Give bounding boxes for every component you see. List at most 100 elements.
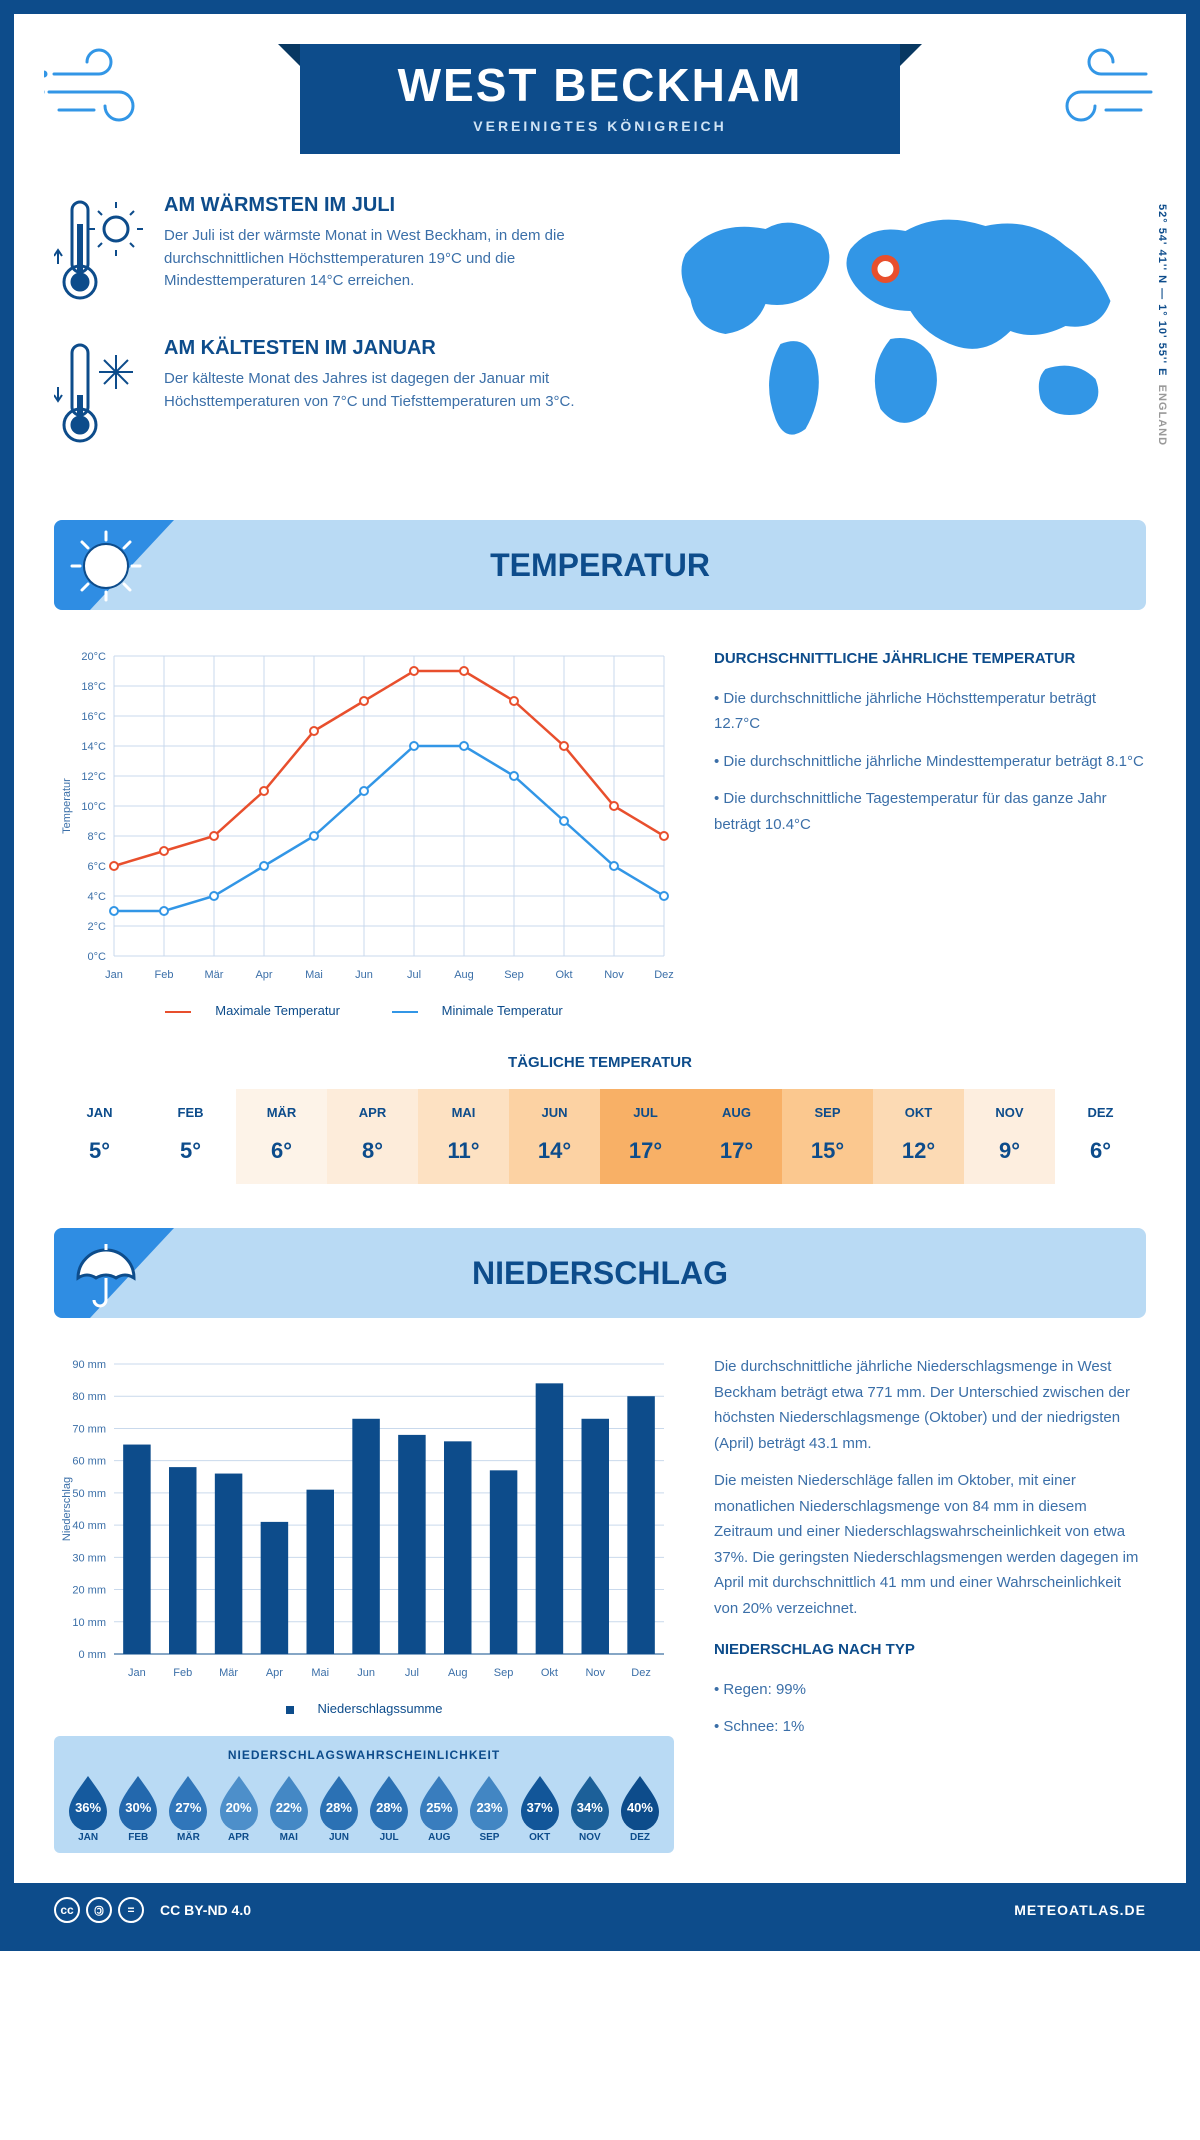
by-icon: 🄯 [86,1897,112,1923]
svg-text:90 mm: 90 mm [72,1359,106,1371]
svg-text:2°C: 2°C [88,921,107,933]
svg-text:14°C: 14°C [81,741,106,753]
sun-icon [68,528,144,604]
section-title: NIEDERSCHLAG [472,1255,728,1292]
daily-temp-cell: MÄR6° [236,1089,327,1184]
svg-text:Niederschlag: Niederschlag [61,1477,73,1541]
nd-icon: = [118,1897,144,1923]
probability-drop: 20%APR [215,1772,263,1849]
svg-text:10 mm: 10 mm [72,1617,106,1629]
section-title: TEMPERATUR [490,547,710,584]
probability-drop: 28%JUN [315,1772,363,1849]
temperature-line-chart: 0°C2°C4°C6°C8°C10°C12°C14°C16°C18°C20°CJ… [54,646,674,986]
svg-text:Jun: Jun [355,969,373,981]
probability-drop: 25%AUG [415,1772,463,1849]
daily-temp-cell: JUL17° [600,1089,691,1184]
footer: cc 🄯 = CC BY-ND 4.0 METEOATLAS.DE [14,1883,1186,1937]
svg-text:Mär: Mär [205,969,224,981]
precip-probability-box: NIEDERSCHLAGSWAHRSCHEINLICHKEIT 36%JAN30… [54,1736,674,1853]
daily-temp-cell: SEP15° [782,1089,873,1184]
daily-temp-cell: FEB5° [145,1089,236,1184]
probability-drop: 30%FEB [114,1772,162,1849]
svg-text:0 mm: 0 mm [79,1649,107,1661]
header: WEST BECKHAM VEREINIGTES KÖNIGREICH [54,44,1146,154]
svg-text:Jun: Jun [357,1667,375,1679]
probability-drop: 36%JAN [64,1772,112,1849]
title-banner: WEST BECKHAM VEREINIGTES KÖNIGREICH [300,44,900,154]
daily-temp-cell: DEZ6° [1055,1089,1146,1184]
probability-drop: 40%DEZ [616,1772,664,1849]
svg-text:Dez: Dez [631,1667,651,1679]
svg-text:6°C: 6°C [88,861,107,873]
chart-legend: Maximale Temperatur Minimale Temperatur [54,1003,674,1018]
fact-text: Der kälteste Monat des Jahres ist dagege… [164,368,605,413]
intro-section: AM WÄRMSTEN IM JULI Der Juli ist der wär… [54,194,1146,480]
svg-text:12°C: 12°C [81,771,106,783]
svg-text:50 mm: 50 mm [72,1488,106,1500]
svg-text:Mai: Mai [311,1667,329,1679]
umbrella-icon [68,1236,144,1312]
daily-temp-cell: NOV9° [964,1089,1055,1184]
probability-drop: 27%MÄR [164,1772,212,1849]
daily-temp-cell: APR8° [327,1089,418,1184]
svg-text:Jan: Jan [128,1667,146,1679]
svg-text:Aug: Aug [454,969,474,981]
precip-banner: NIEDERSCHLAG [54,1228,1146,1318]
svg-text:4°C: 4°C [88,891,107,903]
svg-text:Okt: Okt [541,1667,558,1679]
probability-drop: 37%OKT [516,1772,564,1849]
daily-temp-cell: OKT12° [873,1089,964,1184]
svg-text:Sep: Sep [504,969,524,981]
wind-icon [1036,44,1156,134]
fact-text: Der Juli ist der wärmste Monat in West B… [164,225,605,293]
fact-warmest: AM WÄRMSTEN IM JULI Der Juli ist der wär… [54,194,605,309]
svg-text:80 mm: 80 mm [72,1391,106,1403]
svg-text:40 mm: 40 mm [72,1520,106,1532]
wind-icon [44,44,164,134]
chart-legend: Niederschlagssumme [54,1701,674,1716]
svg-text:30 mm: 30 mm [72,1552,106,1564]
svg-text:Nov: Nov [585,1667,605,1679]
fact-title: AM KÄLTESTEN IM JANUAR [164,337,605,360]
svg-text:16°C: 16°C [81,711,106,723]
daily-temp-title: TÄGLICHE TEMPERATUR [54,1054,1146,1071]
svg-text:Aug: Aug [448,1667,468,1679]
svg-text:Dez: Dez [654,969,674,981]
probability-drop: 28%JUL [365,1772,413,1849]
svg-text:Okt: Okt [555,969,572,981]
svg-text:Jan: Jan [105,969,123,981]
thermometer-hot-icon [54,194,144,304]
cc-icon: cc [54,1897,80,1923]
thermometer-cold-icon [54,337,144,447]
location-marker [875,258,897,280]
fact-coldest: AM KÄLTESTEN IM JANUAR Der kälteste Mona… [54,337,605,452]
svg-text:Temperatur: Temperatur [61,778,73,834]
svg-text:Feb: Feb [173,1667,192,1679]
city-name: WEST BECKHAM [390,58,810,112]
probability-drop: 23%SEP [465,1772,513,1849]
svg-text:20 mm: 20 mm [72,1585,106,1597]
coordinates: 52° 54' 41'' N — 1° 10' 55'' E ENGLAND [1156,204,1168,446]
svg-text:Sep: Sep [494,1667,514,1679]
precip-text: Die durchschnittliche jährliche Niedersc… [714,1354,1146,1853]
svg-text:Jul: Jul [407,969,421,981]
svg-text:60 mm: 60 mm [72,1456,106,1468]
temperature-annual-text: DURCHSCHNITTLICHE JÄHRLICHE TEMPERATUR •… [714,646,1146,1018]
svg-text:Apr: Apr [266,1667,283,1679]
world-map [645,194,1146,454]
daily-temp-cell: AUG17° [691,1089,782,1184]
svg-text:70 mm: 70 mm [72,1423,106,1435]
daily-temp-cell: JAN5° [54,1089,145,1184]
svg-text:Feb: Feb [155,969,174,981]
svg-text:Mär: Mär [219,1667,238,1679]
svg-text:20°C: 20°C [81,651,106,663]
precip-bar-chart: 0 mm 10 mm 20 mm 30 mm 40 mm 50 mm 60 mm 70 mm 8… [54,1354,674,1684]
source-link[interactable]: METEOATLAS.DE [1014,1902,1146,1918]
svg-text:Apr: Apr [255,969,272,981]
svg-text:0°C: 0°C [88,951,107,963]
country-name: VEREINIGTES KÖNIGREICH [390,118,810,134]
daily-temp-cell: JUN14° [509,1089,600,1184]
svg-text:Mai: Mai [305,969,323,981]
svg-text:Jul: Jul [405,1667,419,1679]
license-text: CC BY-ND 4.0 [160,1902,251,1918]
